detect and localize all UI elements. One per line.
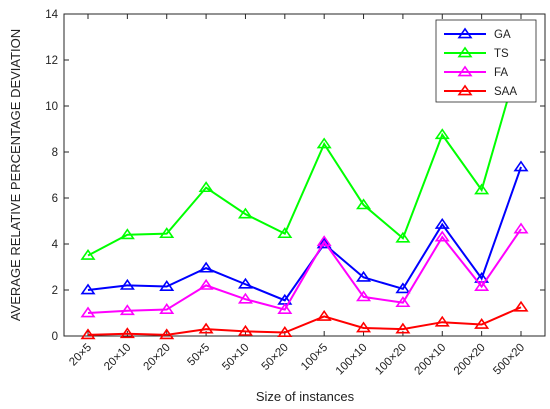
data-point-marker bbox=[198, 322, 214, 334]
legend-label: GA bbox=[494, 29, 511, 41]
data-point-marker bbox=[513, 300, 529, 312]
data-point-marker bbox=[277, 326, 293, 337]
data-point-marker bbox=[316, 237, 332, 249]
data-point-marker bbox=[159, 328, 175, 340]
data-point-marker bbox=[119, 228, 135, 240]
data-point-marker bbox=[277, 303, 293, 314]
y-tick-label: 4 bbox=[52, 239, 59, 251]
series-line bbox=[87, 166, 522, 302]
legend-marker bbox=[457, 84, 473, 96]
legend-marker bbox=[457, 65, 473, 77]
data-point-marker bbox=[513, 160, 529, 172]
legend-marker bbox=[457, 27, 473, 39]
series-saa bbox=[80, 300, 529, 340]
y-tick-label: 8 bbox=[52, 147, 58, 159]
data-point-marker bbox=[474, 183, 490, 195]
legend-item: GA bbox=[444, 27, 511, 41]
x-tick-label: 500×20 bbox=[491, 342, 527, 378]
legend-label: FA bbox=[494, 67, 508, 79]
legend-box bbox=[435, 19, 537, 103]
data-point-marker bbox=[80, 283, 96, 295]
x-tick-label: 20×5 bbox=[67, 342, 94, 369]
data-point-marker bbox=[198, 278, 214, 290]
data-point-marker bbox=[119, 327, 135, 339]
y-tick-label: 10 bbox=[45, 101, 58, 113]
data-point-marker bbox=[119, 304, 135, 316]
series-line bbox=[87, 52, 522, 257]
legend-marker bbox=[457, 46, 473, 58]
data-point-marker bbox=[80, 328, 96, 340]
data-point-marker bbox=[434, 230, 450, 242]
x-tick-label: 20×10 bbox=[102, 342, 133, 373]
data-point-marker bbox=[316, 235, 332, 247]
data-point-marker bbox=[198, 261, 214, 273]
data-point-marker bbox=[80, 306, 96, 318]
data-point-marker bbox=[434, 315, 450, 327]
series-line bbox=[87, 228, 522, 314]
legend-label: TS bbox=[494, 48, 509, 60]
legend-item: FA bbox=[444, 65, 508, 79]
series-layer bbox=[80, 46, 529, 340]
data-point-marker bbox=[356, 321, 372, 333]
y-tick-label: 12 bbox=[45, 55, 58, 67]
data-point-marker bbox=[237, 324, 253, 336]
x-tick-label: 200×10 bbox=[413, 342, 449, 378]
data-point-marker bbox=[159, 227, 175, 239]
y-tick-label: 0 bbox=[52, 331, 58, 343]
series-fa bbox=[80, 222, 529, 318]
data-point-marker bbox=[356, 270, 372, 282]
data-point-marker bbox=[316, 137, 332, 149]
data-point-marker bbox=[237, 292, 253, 304]
data-point-marker bbox=[395, 282, 411, 294]
data-point-marker bbox=[395, 231, 411, 243]
data-point-marker bbox=[277, 227, 293, 239]
data-point-marker bbox=[356, 198, 372, 210]
data-point-marker bbox=[513, 222, 529, 234]
data-point-marker bbox=[434, 128, 450, 140]
x-tick-label: 100×5 bbox=[299, 342, 330, 373]
legend: GA TS FA SAA bbox=[435, 19, 537, 103]
x-tick-label: 50×20 bbox=[260, 342, 291, 373]
x-tick-label: 100×20 bbox=[373, 342, 409, 378]
data-point-marker bbox=[198, 181, 214, 193]
data-point-marker bbox=[474, 317, 490, 329]
legend-item: TS bbox=[444, 46, 509, 60]
legend-item: SAA bbox=[444, 84, 517, 98]
data-point-marker bbox=[434, 217, 450, 229]
series-line bbox=[87, 306, 522, 336]
x-tick-label: 100×10 bbox=[334, 342, 370, 378]
x-tick-label: 50×5 bbox=[185, 342, 212, 369]
data-point-marker bbox=[237, 277, 253, 289]
data-point-marker bbox=[395, 322, 411, 334]
x-tick-label: 200×20 bbox=[452, 342, 488, 378]
y-axis: 0 2 4 6 8 10 12 14 bbox=[45, 9, 545, 343]
x-tick-label: 20×20 bbox=[142, 342, 173, 373]
y-tick-label: 14 bbox=[45, 9, 58, 21]
data-point-marker bbox=[316, 309, 332, 321]
data-point-marker bbox=[159, 303, 175, 314]
legend-label: SAA bbox=[494, 86, 517, 98]
data-point-marker bbox=[356, 290, 372, 302]
data-point-marker bbox=[119, 278, 135, 290]
data-point-marker bbox=[395, 296, 411, 308]
y-axis-title: AVERAGE RELATIVE PERCENTAGE DEVIATION bbox=[8, 29, 23, 321]
data-point-marker bbox=[159, 280, 175, 291]
data-point-marker bbox=[237, 207, 253, 219]
data-point-marker bbox=[474, 280, 490, 291]
y-tick-label: 6 bbox=[52, 193, 58, 205]
x-tick-label: 50×10 bbox=[220, 342, 251, 373]
x-axis-title: Size of instances bbox=[256, 389, 355, 404]
y-tick-label: 2 bbox=[52, 285, 58, 297]
data-point-marker bbox=[80, 248, 96, 260]
series-ts bbox=[80, 46, 529, 260]
